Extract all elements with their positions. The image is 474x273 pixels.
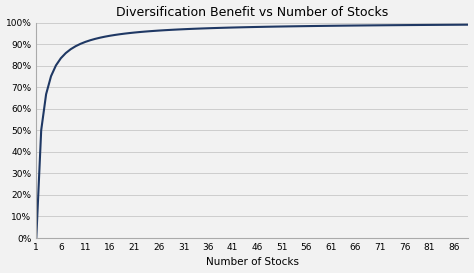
Title: Diversification Benefit vs Number of Stocks: Diversification Benefit vs Number of Sto… (116, 5, 389, 19)
X-axis label: Number of Stocks: Number of Stocks (206, 257, 299, 268)
